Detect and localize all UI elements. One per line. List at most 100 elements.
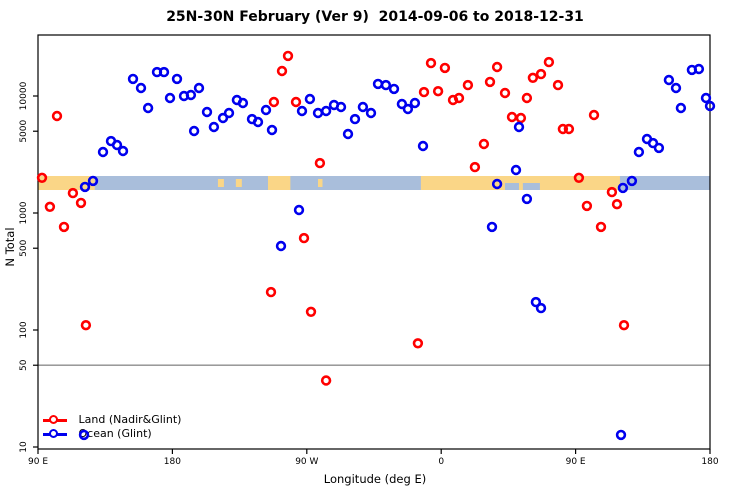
land-point — [515, 112, 527, 124]
map-band-inlet — [522, 183, 540, 190]
x-axis-label: Longitude (deg E) — [323, 472, 427, 486]
ocean-point — [349, 113, 361, 125]
map-band-island — [318, 179, 323, 187]
land-point — [314, 157, 326, 169]
ocean-point — [237, 97, 249, 109]
ocean-point — [296, 105, 308, 117]
ocean-point — [201, 106, 213, 118]
ocean-point — [396, 98, 408, 110]
land-point — [425, 57, 437, 69]
land-point — [305, 306, 317, 317]
land-point — [484, 76, 496, 88]
land-point — [506, 111, 518, 123]
land-point — [432, 85, 444, 97]
land-point — [581, 200, 593, 212]
ocean-point — [275, 240, 287, 252]
ocean-point — [142, 102, 154, 114]
ocean-point — [617, 182, 629, 194]
legend-label-ocean: Ocean (Glint) — [78, 427, 152, 440]
ocean-point — [615, 429, 627, 441]
ocean-point — [208, 121, 220, 133]
ocean-point — [372, 78, 384, 90]
y-tick-label: 10 — [19, 441, 29, 453]
land-point — [557, 123, 569, 135]
ocean-point — [670, 82, 682, 94]
land-point — [469, 161, 481, 173]
x-tick-label: 90 E — [28, 457, 48, 467]
y-tick-label: 50 — [19, 359, 29, 371]
map-band-land — [420, 176, 620, 190]
land-point — [58, 221, 70, 233]
ocean-point — [188, 125, 200, 137]
land-point — [412, 338, 424, 349]
ocean-point — [171, 73, 183, 85]
land-point — [588, 109, 600, 121]
map-band-island — [235, 179, 242, 187]
ocean-point — [335, 101, 347, 113]
y-tick-label: 10000 — [19, 81, 29, 110]
legend-item-ocean: Ocean (Glint) — [43, 427, 181, 441]
ocean-point — [693, 63, 705, 75]
land-point — [478, 138, 490, 150]
ocean-point — [521, 193, 533, 205]
ocean-point — [97, 146, 109, 158]
plot-box — [37, 34, 711, 450]
land-point — [36, 172, 48, 184]
ocean-point — [266, 124, 278, 136]
ocean-point — [260, 104, 272, 116]
y-tick-label: 5000 — [19, 119, 29, 142]
land-point — [521, 92, 533, 104]
ocean-point — [164, 92, 176, 104]
ocean-point — [626, 175, 638, 187]
map-band-island — [217, 179, 224, 187]
x-tick-label: 90 W — [295, 457, 318, 467]
ocean-point — [357, 101, 369, 113]
land-series-marker-icon — [43, 413, 75, 427]
y-axis-label: N Total — [3, 227, 17, 267]
x-tick-label: 180 — [701, 457, 718, 467]
land-point — [290, 96, 302, 108]
ocean-point — [365, 107, 377, 119]
ocean-series-marker-icon — [43, 427, 75, 441]
ocean-point — [111, 139, 123, 151]
land-point — [265, 286, 277, 298]
ocean-point — [409, 97, 421, 109]
ocean-point — [193, 82, 205, 94]
legend-label-land: Land (Nadir&Glint) — [78, 413, 182, 426]
y-tick-label: 100 — [19, 321, 29, 338]
ocean-point — [388, 83, 400, 95]
x-tick-label: 90 E — [566, 457, 586, 467]
land-point — [276, 65, 288, 77]
map-band-inlet — [504, 183, 520, 190]
ocean-point — [402, 103, 414, 115]
ocean-point — [513, 121, 525, 133]
ocean-point — [312, 107, 324, 119]
ocean-point — [87, 175, 99, 187]
land-point — [51, 110, 63, 122]
land-point — [462, 79, 474, 91]
land-point — [543, 56, 555, 68]
land-point — [268, 96, 280, 108]
land-point — [595, 221, 607, 233]
ocean-point — [510, 164, 522, 176]
map-band-land — [267, 176, 291, 190]
ocean-point — [380, 79, 392, 91]
land-point — [75, 197, 87, 209]
ocean-point — [663, 74, 675, 86]
land-point — [573, 172, 585, 184]
ocean-point — [530, 296, 542, 308]
ocean-point — [647, 137, 659, 149]
ocean-point — [320, 105, 332, 117]
ocean-point — [78, 429, 90, 441]
chart-title: 25N-30N February (Ver 9) 2014-09-06 to 2… — [166, 9, 584, 25]
ocean-point — [223, 107, 235, 119]
land-point — [491, 61, 503, 73]
land-point — [80, 320, 92, 331]
ocean-point — [185, 89, 197, 101]
x-tick-label: 0 — [438, 457, 444, 467]
ocean-point — [117, 145, 129, 157]
land-point — [611, 199, 623, 210]
ocean-point — [704, 100, 716, 112]
ocean-point — [675, 102, 687, 114]
